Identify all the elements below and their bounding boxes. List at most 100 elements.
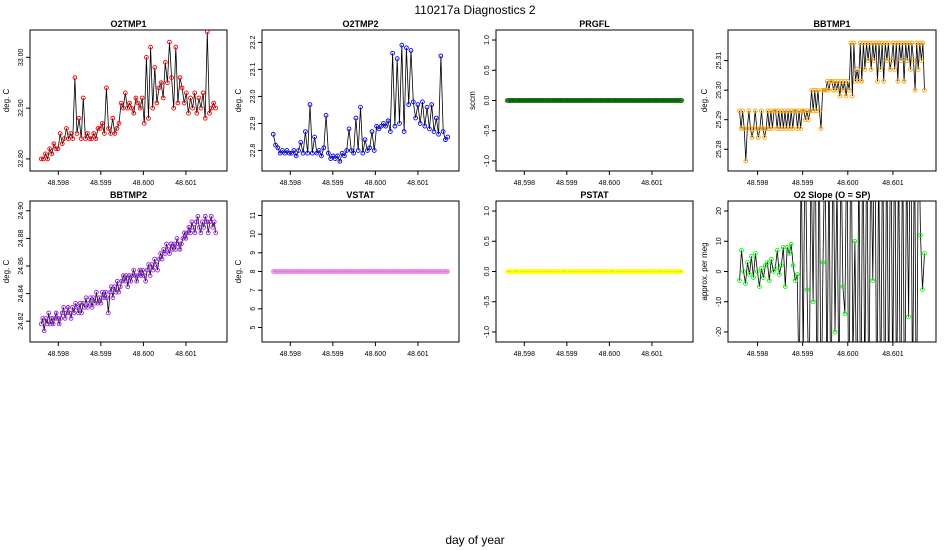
data-point [900,40,905,46]
data-point [859,451,863,455]
data-point [199,219,205,225]
data-point [885,118,889,122]
data-point [862,67,868,72]
data-point [865,58,871,63]
data-point [101,131,107,136]
data-point [270,131,276,137]
data-point [104,85,109,91]
data-point [864,40,869,46]
data-point [162,251,168,256]
data-point [112,131,118,136]
data-point [755,135,761,140]
data-point [202,115,208,121]
y-tick-label: 24.84 [18,285,25,303]
data-point [319,153,324,159]
data-point [139,95,145,101]
data-point [908,67,913,72]
y-tick-label: 23.0 [250,90,257,104]
data-point [768,108,774,114]
data-point [845,78,851,84]
data-point [829,451,833,455]
data-point [328,156,334,161]
x-tick-label: 48.601 [407,180,429,187]
data-point [870,40,876,46]
data-point [784,126,789,131]
panel-ylabel: deg. C [2,259,11,283]
data-point [316,148,322,153]
data-point [857,40,863,46]
data-point [49,316,55,321]
data-point [406,102,412,107]
data-point [749,135,755,140]
data-point [782,284,788,289]
panel-frame [261,29,460,172]
data-point [126,273,132,278]
panel-ylabel: deg. C [234,259,243,283]
data-point [167,39,172,45]
data-point [818,126,824,131]
data-point [792,278,798,283]
data-point [91,295,96,301]
y-tick-label: -10 [716,297,723,307]
data-point [273,142,278,148]
data-point [746,108,752,114]
data-point [202,213,208,219]
data-point [781,126,786,131]
data-point [903,436,907,440]
data-point [798,126,803,131]
data-point [171,241,177,247]
data-point [194,110,200,116]
data-point [810,299,816,305]
data-point [152,256,157,262]
data-point [823,134,827,138]
data-point [353,115,359,121]
data-point [797,391,801,395]
data-point [64,126,69,131]
data-point [740,108,745,114]
x-tick-label: 48.599 [556,180,578,187]
data-point [165,80,170,86]
data-point [773,108,778,114]
data-point [869,134,873,138]
data-point [122,278,128,284]
data-point [94,289,99,295]
data-point [50,321,56,327]
data-point [429,102,435,107]
data-point [832,329,838,335]
data-point [820,87,825,93]
data-point [404,45,409,51]
data-point [275,145,281,151]
y-tick-label: 24.86 [18,257,25,275]
data-point [45,156,50,162]
data-point [307,102,313,107]
data-point [893,40,899,46]
data-point [181,100,187,106]
y-tick-label: 32.80 [18,150,25,168]
data-point [188,95,193,101]
data-point [132,273,138,278]
data-point [56,321,62,327]
y-tick-label: 0.0 [484,96,491,106]
data-point [829,78,835,84]
data-point [68,131,74,136]
data-point [821,87,827,93]
data-point [177,75,183,80]
x-tick-label: 48.601 [407,351,429,358]
data-point [737,108,742,114]
data-point [91,131,97,136]
data-point [839,134,843,138]
panel-title: PSTAT [580,190,609,200]
data-point [296,148,301,153]
data-point [332,156,338,161]
data-point [323,113,329,118]
data-point [813,108,819,114]
x-tick-label: 48.599 [556,351,578,358]
data-point [186,224,192,230]
data-point [146,262,151,267]
panel-title: O2 Slope (O = SP) [794,190,871,200]
data-point [106,310,111,316]
data-point [922,251,927,256]
data-point [367,145,373,151]
data-point [823,87,829,93]
y-tick-label: 5 [250,325,257,329]
